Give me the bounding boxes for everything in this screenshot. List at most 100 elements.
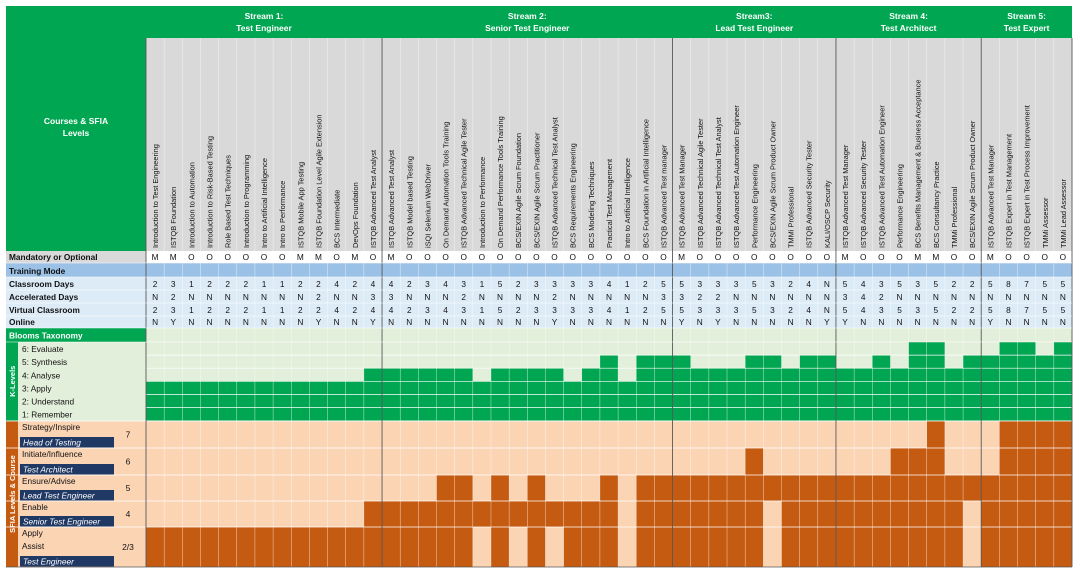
k-level-bar <box>672 355 691 421</box>
online-value: Y <box>552 317 558 327</box>
online-value: N <box>479 317 485 327</box>
course-name: Performance Engineering <box>750 164 759 248</box>
course-header-area <box>146 38 1072 251</box>
sfia-cell <box>599 501 619 527</box>
mandatory-value: O <box>224 252 231 262</box>
course-name: TMMi Assessor <box>1041 197 1050 248</box>
course-name: ISTQB Expert in Test Management <box>1004 134 1013 248</box>
course-name: ISTQB Model based Testing <box>405 156 414 248</box>
k-level-bar <box>599 355 619 421</box>
online-value: N <box>225 317 231 327</box>
mandatory-value: M <box>297 252 304 262</box>
accelerated-value: N <box>951 292 957 302</box>
online-value: N <box>1005 317 1011 327</box>
mandatory-value: O <box>1023 252 1030 262</box>
online-value: N <box>533 317 539 327</box>
online-value: N <box>424 317 430 327</box>
sfia-cell <box>727 501 746 527</box>
course-name: DevOps Foundation <box>351 182 360 248</box>
sfia-role-cell <box>20 464 114 475</box>
sfia-number: 2/3 <box>122 542 134 552</box>
virtual-value: 5 <box>752 305 757 315</box>
corner-subtitle: Levels <box>63 128 90 138</box>
k-level-bar <box>872 355 891 421</box>
mandatory-value: O <box>751 252 758 262</box>
online-value: N <box>261 317 267 327</box>
sfia-cell <box>999 501 1018 527</box>
virtual-value: 2 <box>643 305 648 315</box>
classroom-value: 3 <box>552 279 557 289</box>
k-level-bar <box>963 355 982 421</box>
k-level-label: 5: Synthesis <box>22 357 67 367</box>
sfia-level-label: Ensure/Advise <box>22 476 76 486</box>
sfia-cell <box>872 475 891 501</box>
sfia-cell <box>690 475 709 501</box>
sfia-role-cell <box>20 490 114 501</box>
sfia-role-cell <box>20 437 114 448</box>
k-level-bar <box>345 381 364 421</box>
course-name: Practical Test Management <box>605 159 614 248</box>
classroom-value: 3 <box>534 279 539 289</box>
course-name: ISTQB Foundation Level Agile Extension <box>314 114 323 248</box>
sfia-cell <box>817 501 836 527</box>
sfia-cell <box>291 527 310 567</box>
online-value: N <box>969 317 975 327</box>
course-name: ISTQB Foundation <box>169 187 178 248</box>
virtual-value: 2 <box>970 305 975 315</box>
k-level-bar <box>618 381 637 421</box>
online-value: N <box>497 317 503 327</box>
sfia-cell <box>963 475 982 501</box>
sfia-cell <box>799 501 818 527</box>
sfia-cell <box>309 527 328 567</box>
online-value: N <box>933 317 939 327</box>
virtual-value: 3 <box>697 305 702 315</box>
accelerated-value: 2 <box>552 292 557 302</box>
sfia-cell <box>527 475 546 501</box>
classroom-row <box>6 277 1072 290</box>
virtual-value: 2 <box>153 305 158 315</box>
k-level-bar <box>327 381 346 421</box>
classroom-value: 3 <box>734 279 739 289</box>
classroom-value: 4 <box>389 279 394 289</box>
sfia-cell <box>454 527 473 567</box>
sfia-cell <box>763 475 782 501</box>
mandatory-value: O <box>969 252 976 262</box>
accelerated-value: 3 <box>371 292 376 302</box>
classroom-value: 2 <box>352 279 357 289</box>
virtual-value: 4 <box>389 305 394 315</box>
online-value: N <box>188 317 194 327</box>
k-level-bar <box>745 355 764 421</box>
accelerated-value: 2 <box>316 292 321 302</box>
sfia-cell <box>254 527 274 567</box>
online-value: N <box>606 317 612 327</box>
k-level-label: 1: Remember <box>22 410 72 420</box>
accelerated-value: N <box>1005 292 1011 302</box>
accelerated-value: N <box>897 292 903 302</box>
stream-subtitle: Test Expert <box>1004 23 1050 33</box>
sfia-cell <box>363 527 383 567</box>
sfia-cell <box>890 475 909 501</box>
online-value: Y <box>824 317 830 327</box>
virtual-value: 5 <box>934 305 939 315</box>
sfia-cell <box>890 527 909 567</box>
course-name: BCS/EXIN Agile Scrum Foundation <box>514 133 523 248</box>
stream-subtitle: Test Engineer <box>236 23 292 33</box>
mandatory-value: M <box>932 252 939 262</box>
sfia-cell <box>400 501 419 527</box>
online-value: N <box>1024 317 1030 327</box>
virtual-value: 3 <box>570 305 575 315</box>
classroom-value: 8 <box>1006 279 1011 289</box>
sfia-cell <box>817 475 836 501</box>
accelerated-value: N <box>824 292 830 302</box>
sfia-level-label: Initiate/Influence <box>22 449 83 459</box>
virtual-value: 2 <box>298 305 303 315</box>
mandatory-value: O <box>896 252 903 262</box>
sfia-cell <box>599 475 619 501</box>
classroom-value: 4 <box>861 279 866 289</box>
sfia-cell <box>708 527 728 567</box>
accelerated-value: 2 <box>697 292 702 302</box>
online-value: N <box>461 317 467 327</box>
classroom-value: 5 <box>843 279 848 289</box>
sfia-level-label: Apply <box>22 528 44 538</box>
